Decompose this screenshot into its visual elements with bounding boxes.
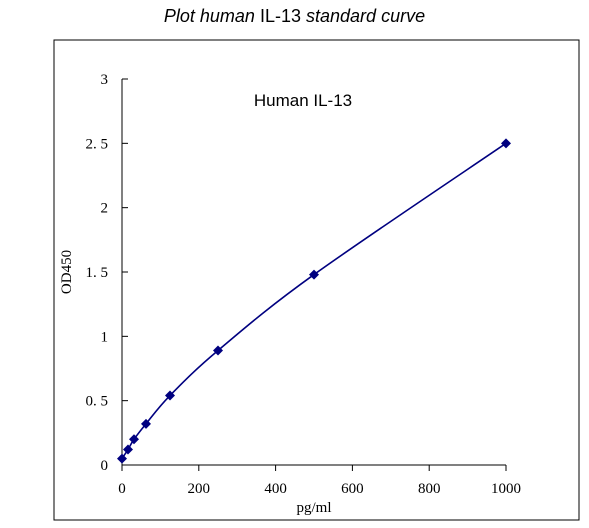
x-tick-label: 600 [341,481,364,497]
y-tick-label: 0 [101,458,109,474]
x-tick-label: 0 [118,481,126,497]
chart-annotation: Human IL-13 [254,91,352,110]
series-curve [121,142,507,460]
data-point [213,345,223,356]
data-point [117,453,127,464]
data-point [501,138,511,149]
x-tick-label: 400 [264,481,287,497]
data-point [122,444,133,455]
chart-title-part3: standard curve [306,6,426,26]
y-tick-label: 1 [101,329,109,345]
x-tick-label: 800 [418,481,441,497]
y-tick-label: 2 [101,201,109,217]
chart-title-part1: Plot human [163,6,255,26]
y-axis-title: OD450 [59,250,75,294]
y-tick-label: 2. 5 [86,136,109,152]
y-tick-label: 0. 5 [86,394,109,410]
x-axis-title: pg/ml [296,500,331,516]
chart-title-part2: IL-13 [259,6,301,26]
y-tick-label: 3 [101,72,109,88]
data-point [165,390,175,401]
data-point [141,418,151,429]
data-point [129,434,139,445]
chart-marks [117,138,511,464]
y-tick-label: 1. 5 [86,265,109,281]
data-point [309,269,319,280]
x-tick-label: 1000 [491,481,521,497]
chart-frame [53,39,580,521]
chart-title: Plot human IL-13 standard curve [0,6,589,27]
axes: 0 0. 5 1 1. 5 2 2. 5 3 0 200 400 600 800 1000 [86,72,522,497]
x-tick-label: 200 [188,481,211,497]
